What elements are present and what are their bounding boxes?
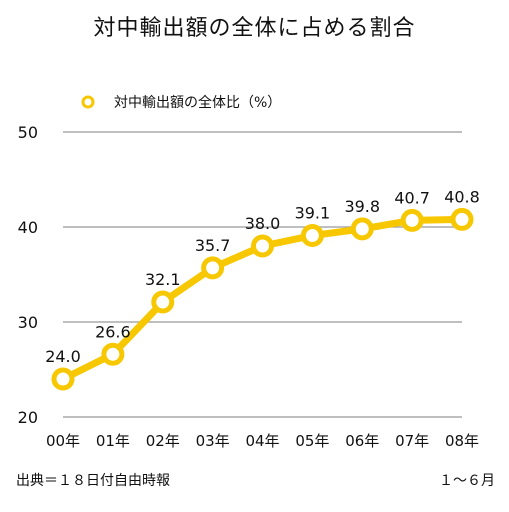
x-tick-label: 05年 [295, 432, 329, 450]
data-label: 38.0 [245, 214, 281, 233]
x-tick-label: 00年 [46, 432, 80, 450]
x-tick-label: 01年 [96, 432, 130, 450]
y-tick-label: 40 [18, 218, 38, 237]
data-label: 39.8 [344, 197, 380, 216]
y-tick-label: 30 [18, 313, 38, 332]
period-note: １～６月 [439, 473, 495, 489]
data-point [300, 224, 324, 248]
x-tick-label: 07年 [395, 432, 429, 450]
data-point [251, 234, 274, 258]
legend-label: 対中輸出額の全体比（%） [114, 95, 282, 111]
data-label: 35.7 [195, 236, 231, 255]
y-tick-label: 50 [18, 123, 38, 142]
data-point [350, 217, 374, 241]
x-tick-label: 03年 [196, 432, 230, 450]
source-note: 出典＝１８日付自由時報 [16, 473, 170, 489]
chart-title: 対中輸出額の全体に占める割合 [93, 16, 416, 41]
y-tick-label: 20 [18, 408, 38, 427]
data-point [101, 342, 125, 366]
data-label: 26.6 [95, 322, 131, 341]
data-point [400, 208, 424, 232]
data-point [201, 256, 225, 280]
x-tick-label: 02年 [146, 432, 180, 450]
x-tick-label: 04年 [245, 432, 279, 450]
x-tick-label: 06年 [345, 432, 379, 450]
data-label: 24.0 [45, 347, 81, 366]
legend-marker-icon [78, 95, 108, 109]
data-point [450, 207, 474, 231]
x-tick-label: 08年 [445, 432, 479, 450]
data-label: 40.7 [394, 188, 430, 207]
data-point [51, 367, 75, 391]
data-label: 32.1 [145, 270, 181, 289]
data-label: 40.8 [444, 187, 480, 206]
data-point [151, 290, 175, 314]
legend: 対中輸出額の全体比（%） [78, 92, 281, 112]
data-label: 39.1 [295, 204, 331, 223]
